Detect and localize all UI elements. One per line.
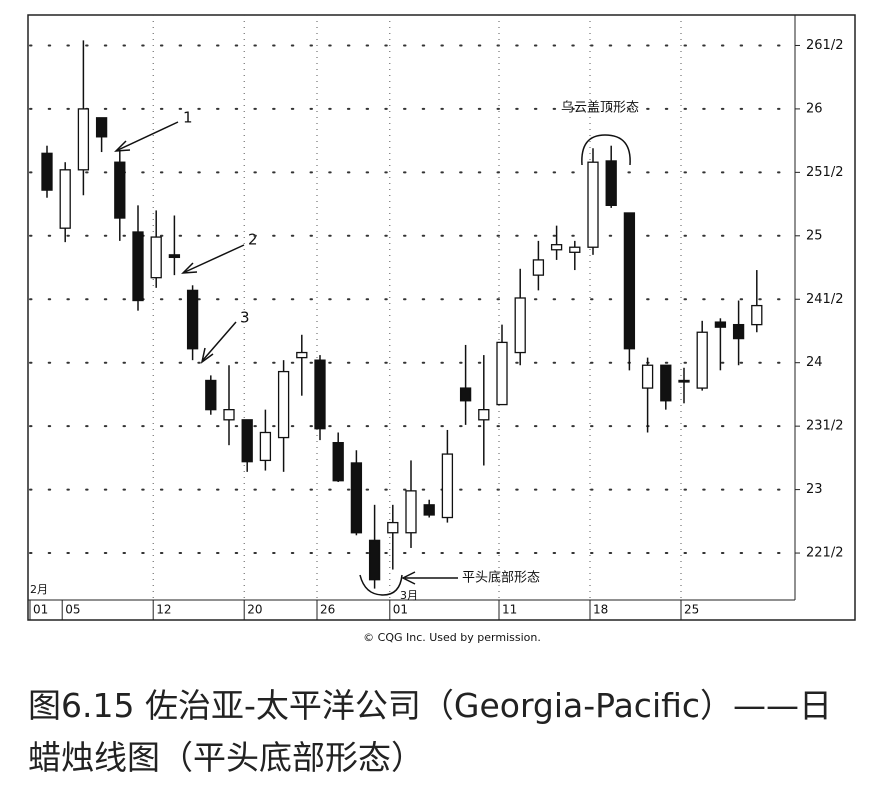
candle-body	[714, 321, 727, 328]
y-tick-label: 23	[806, 482, 823, 497]
candle-body	[605, 160, 617, 206]
candle-body	[514, 297, 526, 354]
x-tick-label: 12	[156, 603, 171, 617]
candle-body	[241, 419, 253, 463]
x-tick-label: 26	[320, 603, 335, 617]
candle-body	[95, 117, 108, 138]
candle-body	[368, 539, 381, 581]
candle-body	[532, 259, 545, 276]
y-tick-label: 26	[806, 101, 823, 116]
candle-body	[732, 323, 745, 340]
candle-body	[350, 462, 363, 534]
candle-body	[459, 387, 472, 402]
candle-body	[168, 254, 181, 259]
candle-body	[259, 431, 272, 462]
candle-body	[332, 441, 344, 482]
candle-body	[77, 108, 90, 171]
candle-body	[405, 490, 417, 534]
y-tick-label: 231/2	[806, 419, 843, 434]
x-tick-label: 01	[393, 603, 408, 617]
candle-body	[150, 236, 162, 279]
chart: 2月 3月 1 2 3 乌云盖顶形态 平头底部形态 © CQG Inc. Use…	[27, 14, 856, 644]
y-tick-label: 241/2	[806, 292, 843, 307]
x-tick-label: 18	[593, 603, 608, 617]
x-tick-label: 01	[33, 603, 48, 617]
source-note: © CQG Inc. Used by permission.	[363, 631, 541, 644]
x-tick-label: 05	[65, 603, 80, 617]
y-tick-label: 221/2	[806, 546, 843, 561]
y-tick-label: 261/2	[806, 38, 843, 53]
annotation: 3	[240, 309, 250, 327]
candle-body	[59, 169, 71, 229]
candle-body	[132, 231, 144, 302]
candle-body	[41, 152, 53, 191]
candle-body	[569, 246, 581, 253]
annotation: 平头底部形态	[462, 570, 540, 586]
annotation: 1	[183, 109, 193, 127]
candle-body	[205, 379, 217, 411]
candle-body	[223, 409, 235, 421]
candle-body	[478, 409, 490, 421]
candle-body	[496, 341, 508, 406]
candle-body	[623, 212, 636, 350]
frame	[27, 14, 856, 621]
candle-body	[696, 331, 708, 389]
candle-body	[277, 370, 290, 439]
candle-body	[441, 453, 454, 519]
candle-body	[296, 351, 308, 359]
month-label: 3月	[400, 589, 418, 602]
arrows	[114, 121, 631, 596]
y-tick-label: 25	[806, 228, 823, 243]
candle-body	[314, 359, 326, 430]
x-tick-label: 11	[502, 603, 517, 617]
x-tick-label: 25	[684, 603, 699, 617]
candle-body	[186, 289, 199, 350]
candle-body	[660, 364, 672, 402]
caption: 图6.15 佐治亚-太平洋公司（Georgia-Pacific）——日蜡烛线图（…	[28, 686, 833, 777]
y-tick-label: 251/2	[806, 165, 843, 180]
candle-body	[751, 304, 763, 326]
candle-body	[550, 244, 563, 251]
x-tick-label: 20	[247, 603, 262, 617]
month-label: 2月	[30, 583, 48, 596]
annotation: 乌云盖顶形态	[561, 100, 639, 116]
candle-body	[387, 521, 399, 534]
candle-body	[587, 161, 599, 248]
candle-body	[114, 161, 126, 219]
candle-body	[641, 364, 654, 389]
candle-body	[678, 379, 690, 383]
candle-body	[423, 504, 435, 516]
y-tick-label: 24	[806, 355, 823, 370]
annotation: 2	[248, 231, 258, 249]
